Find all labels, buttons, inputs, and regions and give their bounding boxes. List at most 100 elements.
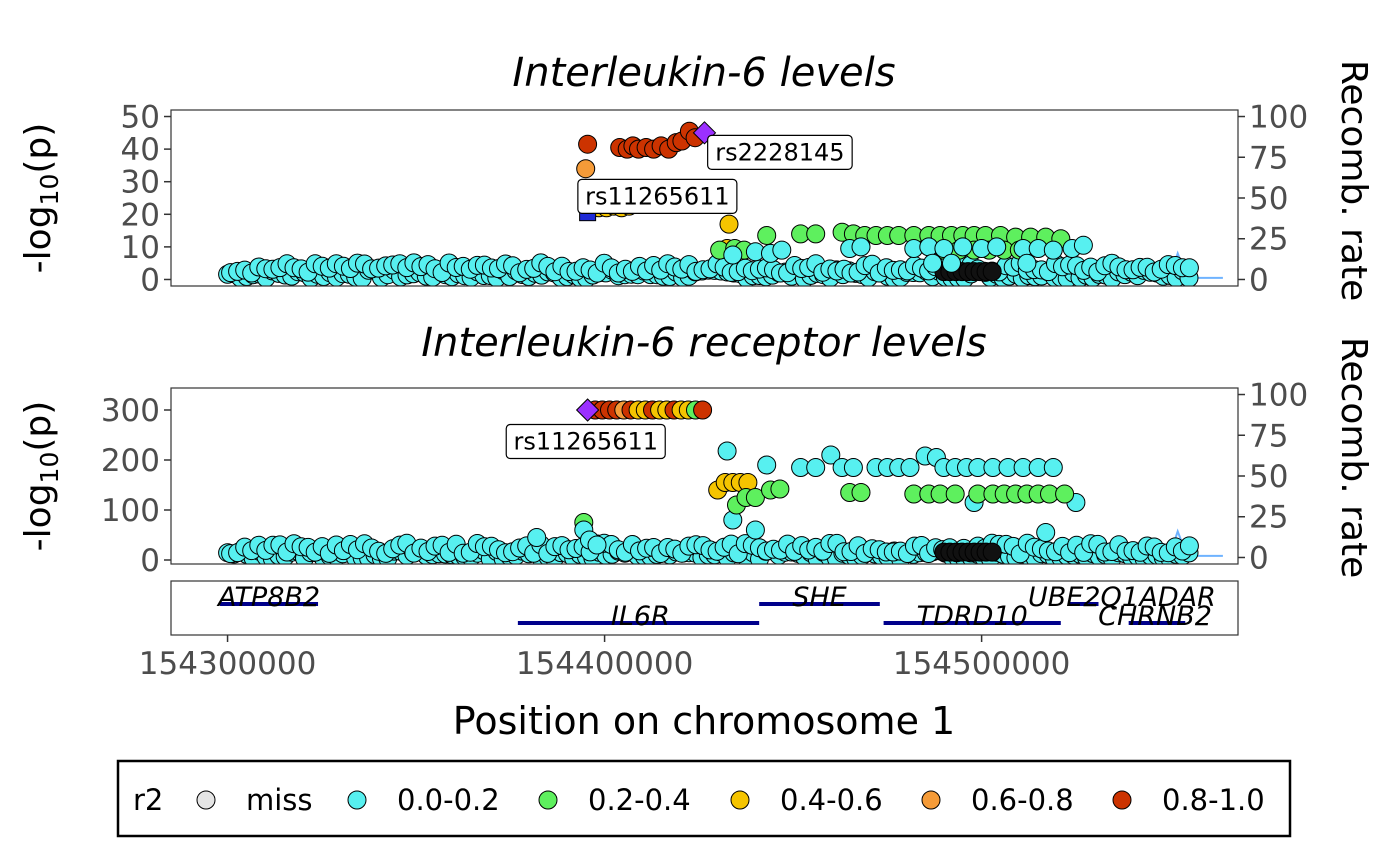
gene-label: CHRNB2	[1098, 601, 1212, 632]
legend-label: 0.0-0.2	[397, 783, 500, 817]
y-tick-label: 10	[121, 230, 160, 266]
recomb-tick-label: 75	[1249, 140, 1288, 176]
x-tick-label: 154500000	[893, 646, 1071, 682]
snp-point	[942, 253, 961, 273]
x-axis: 154300000 154400000 154500000	[139, 635, 1071, 682]
snp-point	[1073, 235, 1093, 255]
legend-swatch	[538, 790, 558, 810]
y-axis-label: -log10(p)	[18, 123, 64, 274]
lead-snp-diamond	[575, 398, 600, 422]
snp-point	[578, 134, 598, 154]
snp-point	[717, 441, 737, 461]
snp-point	[757, 226, 777, 245]
recomb-tick-label: 50	[1249, 181, 1288, 217]
legend-swatch	[921, 790, 941, 810]
recomb-tick-label: 25	[1249, 222, 1288, 258]
snp-point	[843, 458, 863, 477]
y-tick-label: 40	[121, 132, 160, 168]
legend-box	[116, 759, 1292, 838]
gene-label: TDRD10	[917, 601, 1028, 632]
snp-point	[821, 445, 841, 465]
x-tick-label: 154300000	[139, 646, 317, 682]
panel-interleukin-6-levels: Interleukin-6 levels -log10(p) Recomb. r…	[18, 50, 1374, 301]
gene-label: SHE	[792, 582, 847, 613]
gene-label: IL6R	[611, 601, 670, 632]
recomb-axis-title: Recomb. rate	[1333, 60, 1374, 301]
snp-point	[1017, 253, 1037, 273]
snp-point	[1036, 523, 1056, 542]
snp-point	[745, 488, 765, 507]
snp-label-box	[707, 134, 853, 170]
y-tick-label: 200	[101, 443, 160, 479]
snp-point	[851, 483, 871, 502]
legend-swatch	[1112, 790, 1132, 810]
snp-label: rs2228145	[715, 138, 844, 166]
legend-label: 0.4-0.6	[780, 783, 883, 817]
snp-label: rs11265611	[513, 428, 658, 456]
snp-point	[1179, 536, 1199, 556]
snp-label-box	[505, 423, 666, 460]
panel-title: Interleukin-6 receptor levels	[421, 320, 987, 366]
gene-label: ADAR	[1137, 582, 1216, 613]
snp-point	[527, 528, 547, 547]
plot-area: 0 100 200 300 0 25 50 75 100 rs11265611	[101, 378, 1308, 579]
snp-point	[900, 458, 920, 477]
panel-interleukin-6-receptor-levels: Interleukin-6 receptor levels -log10(p) …	[18, 320, 1374, 579]
y-tick-label: 50	[121, 100, 160, 136]
snp-point	[723, 245, 743, 265]
snp-point	[806, 224, 826, 244]
recomb-tick-label: 100	[1249, 378, 1308, 414]
y-tick-label: 300	[101, 393, 160, 429]
snp-point	[693, 400, 713, 420]
snp-point	[806, 458, 826, 477]
legend-swatch	[730, 790, 750, 810]
snp-point	[576, 159, 596, 179]
snp-point	[719, 214, 739, 234]
legend-label: 0.8-1.0	[1162, 783, 1265, 817]
y-tick-label: 0	[140, 543, 160, 579]
y-axis-label: -log10(p)	[18, 401, 64, 552]
legend-label: 0.2-0.4	[588, 783, 691, 817]
recomb-tick-label: 25	[1249, 500, 1288, 536]
legend-title: r2	[133, 783, 163, 817]
recomb-tick-label: 0	[1249, 262, 1269, 298]
y-tick-label: 30	[121, 165, 160, 201]
snp-point	[745, 520, 765, 540]
snp-point	[923, 253, 943, 273]
snp-point	[851, 237, 871, 257]
x-tick-label: 154400000	[516, 646, 694, 682]
panel-title: Interleukin-6 levels	[512, 50, 895, 96]
y-axis-title: -log10(p)	[18, 123, 64, 274]
snp-point	[1043, 458, 1063, 477]
snp-point	[953, 237, 973, 257]
snp-label: rs11265611	[585, 182, 730, 210]
x-axis-title: Position on chromosome 1	[453, 699, 955, 743]
gene-label: ATP8B2	[216, 582, 320, 613]
gene-label: UBE2Q1	[1028, 582, 1139, 613]
snp-point	[770, 479, 790, 499]
plot-frame	[170, 387, 1239, 565]
gene-track-frame	[170, 580, 1239, 636]
y-tick-label: 100	[101, 493, 160, 529]
recomb-axis-title: Recomb. rate	[1333, 337, 1374, 578]
snp-label-box	[577, 178, 738, 214]
y-tick-label: 20	[121, 197, 160, 233]
snp-point	[987, 237, 1007, 257]
snp-point	[1043, 240, 1063, 260]
y-tick-label: 0	[140, 262, 160, 298]
y-axis-title: -log10(p)	[18, 401, 64, 552]
snp-point	[772, 240, 792, 260]
recomb-tick-label: 50	[1249, 459, 1288, 495]
snp-point	[982, 262, 1002, 282]
legend-label: miss	[246, 783, 313, 817]
legend-swatch	[347, 790, 367, 810]
recomb-tick-label: 0	[1249, 540, 1269, 576]
legend-swatch	[196, 790, 216, 810]
snp-point	[587, 535, 607, 555]
snp-point	[757, 455, 777, 475]
legend: r2 miss 0.0-0.2 0.2-0.4 0.4-0.6 0.6-0.8 0.8-1.…	[116, 759, 1292, 838]
recomb-tick-label: 75	[1249, 418, 1288, 454]
